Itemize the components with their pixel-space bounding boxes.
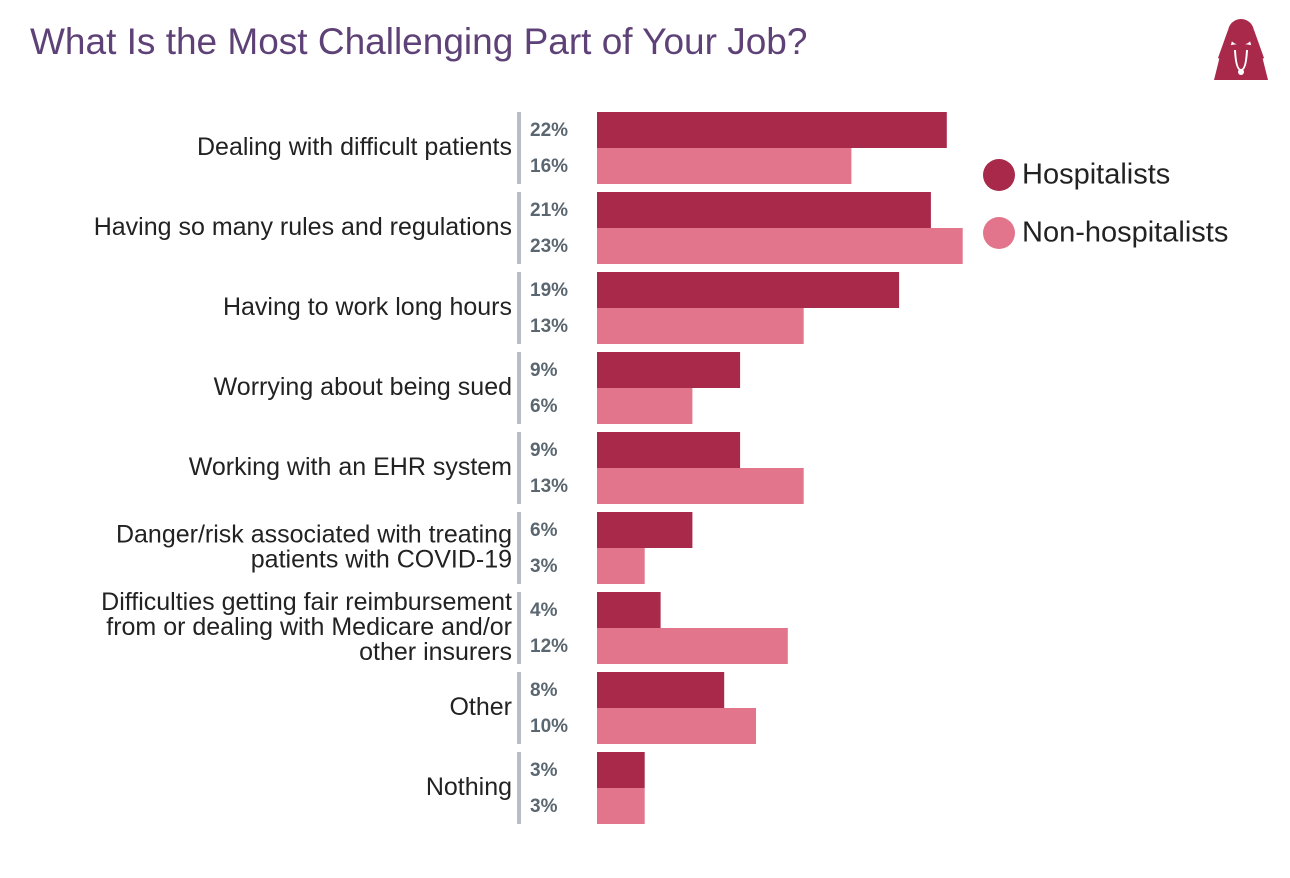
legend-label: Hospitalists bbox=[1022, 159, 1170, 191]
value-label: 22% bbox=[530, 120, 568, 141]
chart-title: What Is the Most Challenging Part of You… bbox=[30, 21, 807, 62]
category-label: Having so many rules and regulations bbox=[94, 213, 512, 241]
category-label: Difficulties getting fair reimbursement f… bbox=[101, 588, 512, 666]
value-label: 19% bbox=[530, 280, 568, 301]
category-label: Dealing with difficult patients bbox=[197, 133, 512, 161]
category-label-line: Nothing bbox=[426, 773, 512, 801]
category-label-line: Working with an EHR system bbox=[189, 453, 512, 481]
category-label-line: Dealing with difficult patients bbox=[197, 133, 512, 161]
category-label-line: Having so many rules and regulations bbox=[94, 213, 512, 241]
value-label: 9% bbox=[530, 440, 558, 461]
value-label: 6% bbox=[530, 396, 558, 417]
category-label-line: Other bbox=[449, 693, 512, 721]
bar bbox=[597, 352, 741, 388]
category-label: Danger/risk associated with treating pati… bbox=[116, 520, 512, 573]
category-label-line: Having to work long hours bbox=[223, 293, 512, 321]
category-label: Having to work long hours bbox=[223, 293, 512, 321]
legend-marker bbox=[983, 159, 1015, 191]
bar bbox=[597, 308, 804, 344]
value-label: 9% bbox=[530, 360, 558, 381]
category-label-line: Difficulties getting fair reimbursement bbox=[101, 588, 512, 616]
value-label: 4% bbox=[530, 600, 558, 621]
category-label: Other bbox=[449, 693, 512, 721]
category-label: Nothing bbox=[426, 773, 512, 801]
category-label-line: from or dealing with Medicare and/or bbox=[106, 613, 512, 641]
value-label: 3% bbox=[530, 760, 558, 781]
value-label: 10% bbox=[530, 716, 568, 737]
value-label: 13% bbox=[530, 316, 568, 337]
bar bbox=[597, 432, 741, 468]
value-label: 3% bbox=[530, 796, 558, 817]
legend-label: Non-hospitalists bbox=[1022, 217, 1228, 249]
bar bbox=[597, 388, 693, 424]
bar bbox=[597, 512, 693, 548]
category-label-line: other insurers bbox=[359, 638, 512, 666]
bar bbox=[597, 592, 661, 628]
bar bbox=[597, 752, 645, 788]
bar bbox=[597, 548, 645, 584]
category-label-line: Danger/risk associated with treating bbox=[116, 520, 512, 548]
bar bbox=[597, 192, 931, 228]
value-label: 16% bbox=[530, 156, 568, 177]
value-label: 8% bbox=[530, 680, 558, 701]
legend-marker bbox=[983, 217, 1015, 249]
bar bbox=[597, 628, 788, 664]
value-label: 3% bbox=[530, 556, 558, 577]
bar bbox=[597, 148, 852, 184]
value-label: 23% bbox=[530, 236, 568, 257]
bar bbox=[597, 112, 947, 148]
value-label: 12% bbox=[530, 636, 568, 657]
bar bbox=[597, 708, 756, 744]
doctor-icon bbox=[1214, 19, 1268, 80]
bar bbox=[597, 468, 804, 504]
bar bbox=[597, 788, 645, 824]
category-label: Working with an EHR system bbox=[189, 453, 512, 481]
value-label: 13% bbox=[530, 476, 568, 497]
value-label: 21% bbox=[530, 200, 568, 221]
bar bbox=[597, 272, 900, 308]
category-label-line: Worrying about being sued bbox=[214, 373, 512, 401]
value-label: 6% bbox=[530, 520, 558, 541]
bar bbox=[597, 228, 963, 264]
category-label-line: patients with COVID-19 bbox=[251, 545, 512, 573]
bar bbox=[597, 672, 725, 708]
category-label: Worrying about being sued bbox=[214, 373, 512, 401]
